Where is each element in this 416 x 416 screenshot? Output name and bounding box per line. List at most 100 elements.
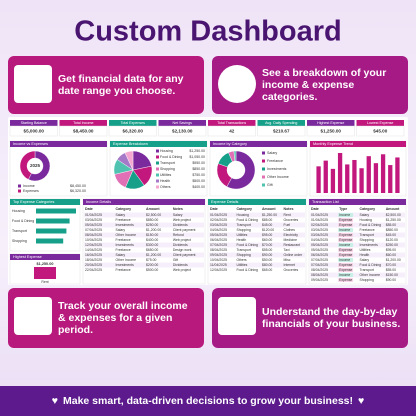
legend-swatch (262, 159, 265, 163)
table-cell: $850.00 (386, 228, 398, 232)
table-cell: 08/04/2025 (210, 248, 227, 252)
table-cell: $95.00 (262, 233, 272, 237)
donut-slice (233, 150, 237, 162)
table-cell: $1,200.00 (386, 258, 401, 262)
table-cell: Client payment (173, 228, 196, 232)
panel-header (10, 141, 107, 147)
donut-slice (226, 150, 256, 190)
table-cell: 06/04/2025 (210, 238, 227, 242)
pill (338, 278, 354, 282)
table-header: Date (210, 207, 218, 211)
table-header: Date (311, 207, 319, 211)
table-cell: $85.00 (386, 223, 396, 227)
panel-title: Income vs Expenses (13, 142, 48, 146)
kpi-label: Net Savings (173, 121, 193, 125)
legend-value: $850.00 (192, 167, 205, 171)
table-cell: $150.00 (146, 233, 158, 237)
bar (34, 267, 56, 279)
bar (36, 228, 67, 234)
banner: Get financial data for any date range yo… (8, 56, 204, 114)
kpi-value: $5,000.00 (24, 128, 45, 133)
table-cell: Design work (173, 248, 192, 252)
table-cell: 01/04/2025 (85, 213, 102, 217)
kpi-header (10, 120, 58, 126)
table-cell: Freelance (360, 228, 375, 232)
table-cell: $90.00 (386, 278, 396, 282)
donut-center: 2025 (30, 163, 41, 168)
table-cell: 10/04/2025 (85, 238, 102, 242)
kpi-header (59, 120, 107, 126)
table-cell: Food & Dining (236, 218, 258, 222)
table-row (209, 222, 305, 228)
table-cell: Salary (173, 213, 183, 217)
table-cell: Expense (339, 263, 352, 267)
table-cell: $70.00 (262, 243, 272, 247)
legend-label: Food & Dining (160, 155, 182, 159)
kpi-label: Starting Balance (21, 121, 47, 125)
table-cell: $45.00 (262, 223, 272, 227)
table-cell: 07/04/2025 (210, 243, 227, 247)
panel-header (210, 141, 307, 147)
table-cell: Dividends (173, 263, 188, 267)
bar-label: Food & Dining (12, 219, 34, 223)
table-cell: Housing (236, 213, 249, 217)
table-cell: Expense (339, 248, 352, 252)
table-cell: Other Income (360, 273, 381, 277)
table-cell: 03/04/2025 (311, 228, 328, 232)
legend-label: Gift (267, 183, 273, 187)
table-cell: Internet (284, 263, 296, 267)
table-cell: Utilities (236, 233, 247, 237)
banner-text: See a breakdown of your income & expense… (262, 67, 387, 103)
table-cell: Investments (116, 263, 135, 267)
table-cell: Gift (173, 258, 178, 262)
legend-swatch (156, 161, 159, 165)
table-cell: 10/04/2025 (210, 258, 227, 262)
legend-label: Transport (160, 161, 175, 165)
legend-value: $500.00 (192, 179, 205, 183)
legend-value: $1,050.00 (189, 155, 205, 159)
legend-value: $400.00 (192, 185, 205, 189)
table-cell: Online order (284, 253, 304, 257)
kpi-box (257, 125, 306, 137)
panel-header (110, 141, 207, 147)
table-cell: Expense (339, 268, 352, 272)
kpi-box (356, 125, 405, 137)
table-header: Category (116, 207, 132, 211)
table-cell: Health (236, 238, 246, 242)
table-cell: Expense (339, 253, 352, 257)
bar-label: Transport (12, 229, 27, 233)
bar-label: Shopping (12, 239, 27, 243)
legend-swatch (156, 185, 159, 189)
table-cell: $1,200.00 (146, 228, 161, 232)
table-cell: Other Income (116, 258, 137, 262)
table-cell: $85.00 (262, 218, 272, 222)
table-cell: 11/04/2025 (210, 263, 227, 267)
table-cell: 06/04/2025 (311, 253, 328, 257)
kpi-value: 42 (229, 128, 235, 133)
table-cell: Groceries (284, 218, 299, 222)
table-cell: 03/04/2025 (85, 218, 102, 222)
kpi-box (306, 125, 355, 137)
table-cell: 05/04/2025 (311, 248, 328, 252)
bar-value: $1,250.00 (37, 262, 54, 266)
table-header: Type (339, 207, 347, 211)
table-header: Amount (386, 207, 400, 211)
table-cell: $650.00 (146, 248, 158, 252)
table-row (310, 262, 405, 268)
kpi-label: Lowest Expense (367, 121, 393, 125)
table-cell: 22/04/2025 (85, 268, 102, 272)
table-cell: $120.00 (262, 228, 274, 232)
table-header: Notes (173, 207, 183, 211)
table-cell: $1,250.00 (262, 213, 277, 217)
legend-swatch (156, 173, 159, 177)
table-cell: $150.00 (386, 273, 398, 277)
bar-label: Housing (12, 209, 25, 213)
pie-slice (124, 150, 134, 171)
table-cell: $850.00 (146, 218, 158, 222)
table-cell: $95.00 (386, 248, 396, 252)
table-cell: 08/04/2025 (311, 273, 328, 277)
bar (36, 238, 64, 244)
table-row (310, 242, 405, 248)
kpi-header (208, 120, 256, 126)
pill (338, 273, 354, 277)
